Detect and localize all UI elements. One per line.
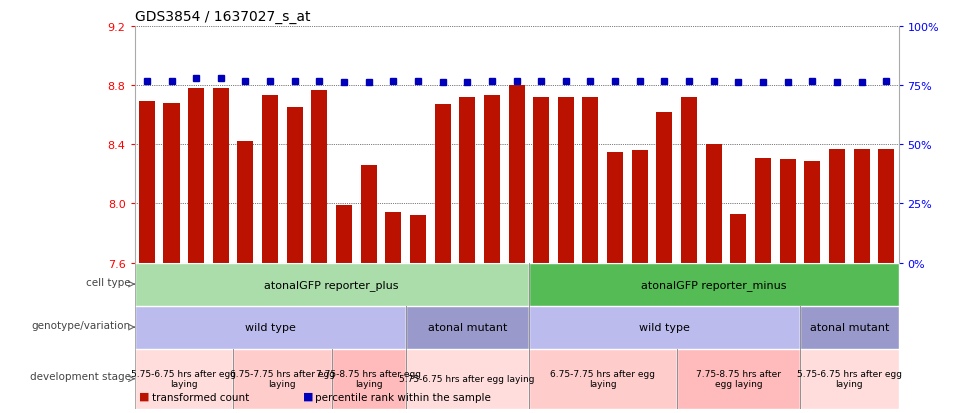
Text: development stage: development stage bbox=[30, 371, 131, 381]
Text: atonal mutant: atonal mutant bbox=[428, 322, 507, 332]
Text: ■: ■ bbox=[139, 391, 150, 401]
Bar bbox=[163, 104, 180, 263]
Bar bbox=[853, 150, 870, 263]
Bar bbox=[800, 349, 899, 409]
Text: atonal mutant: atonal mutant bbox=[809, 322, 889, 332]
Bar bbox=[730, 214, 747, 263]
Bar bbox=[385, 213, 402, 263]
Text: transformed count: transformed count bbox=[152, 392, 249, 402]
Bar bbox=[234, 349, 332, 409]
Bar bbox=[607, 152, 623, 263]
Text: atonalGFP reporter_minus: atonalGFP reporter_minus bbox=[641, 279, 786, 290]
Bar bbox=[434, 105, 451, 263]
Text: wild type: wild type bbox=[639, 322, 690, 332]
Text: cell type: cell type bbox=[86, 277, 131, 287]
Bar bbox=[779, 160, 796, 263]
Bar bbox=[508, 86, 525, 263]
Text: 6.75-7.75 hrs after egg
laying: 6.75-7.75 hrs after egg laying bbox=[551, 369, 655, 389]
Bar bbox=[336, 205, 352, 263]
Bar bbox=[311, 90, 328, 263]
Bar bbox=[529, 349, 677, 409]
Bar bbox=[829, 150, 845, 263]
Text: ■: ■ bbox=[303, 391, 313, 401]
Bar bbox=[332, 349, 406, 409]
Text: wild type: wild type bbox=[245, 322, 296, 332]
Bar bbox=[459, 97, 476, 263]
Text: 5.75-6.75 hrs after egg laying: 5.75-6.75 hrs after egg laying bbox=[400, 374, 535, 383]
Bar bbox=[237, 142, 254, 263]
Bar bbox=[138, 102, 155, 263]
Bar bbox=[410, 216, 426, 263]
Bar bbox=[188, 89, 204, 263]
Bar bbox=[878, 150, 895, 263]
Bar bbox=[656, 112, 673, 263]
Bar bbox=[677, 349, 800, 409]
Bar bbox=[406, 349, 529, 409]
Text: 5.75-6.75 hrs after egg
laying: 5.75-6.75 hrs after egg laying bbox=[797, 369, 901, 389]
Text: 6.75-7.75 hrs after egg
laying: 6.75-7.75 hrs after egg laying bbox=[230, 369, 335, 389]
Bar bbox=[286, 108, 303, 263]
Bar bbox=[406, 306, 529, 349]
Bar bbox=[681, 97, 697, 263]
Bar bbox=[755, 158, 771, 263]
Bar bbox=[484, 96, 500, 263]
Bar bbox=[800, 306, 899, 349]
Bar bbox=[262, 96, 278, 263]
Bar bbox=[360, 166, 377, 263]
Bar bbox=[804, 161, 821, 263]
Text: GDS3854 / 1637027_s_at: GDS3854 / 1637027_s_at bbox=[135, 10, 310, 24]
Text: atonalGFP reporter_plus: atonalGFP reporter_plus bbox=[264, 279, 399, 290]
Bar bbox=[557, 97, 574, 263]
Bar bbox=[212, 89, 229, 263]
Bar bbox=[529, 263, 899, 306]
Bar bbox=[582, 97, 599, 263]
Bar bbox=[533, 97, 549, 263]
Bar bbox=[135, 263, 529, 306]
Bar bbox=[705, 145, 722, 263]
Bar bbox=[135, 349, 234, 409]
Bar bbox=[135, 306, 406, 349]
Text: percentile rank within the sample: percentile rank within the sample bbox=[315, 392, 491, 402]
Text: genotype/variation: genotype/variation bbox=[32, 320, 131, 330]
Bar bbox=[529, 306, 800, 349]
Bar bbox=[631, 151, 648, 263]
Text: 7.75-8.75 hrs after egg
laying: 7.75-8.75 hrs after egg laying bbox=[316, 369, 421, 389]
Text: 5.75-6.75 hrs after egg
laying: 5.75-6.75 hrs after egg laying bbox=[132, 369, 236, 389]
Text: 7.75-8.75 hrs after
egg laying: 7.75-8.75 hrs after egg laying bbox=[696, 369, 781, 389]
